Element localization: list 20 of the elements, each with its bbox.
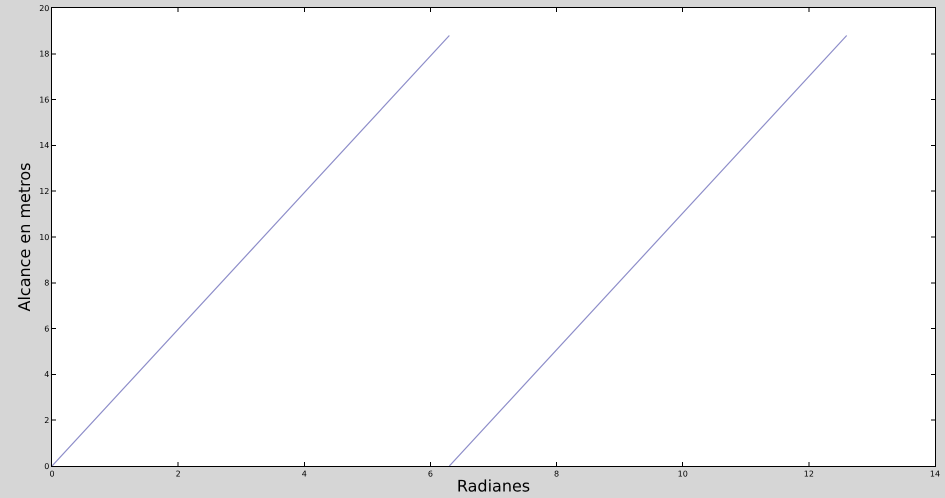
- x-tick-label: 2: [176, 470, 181, 479]
- y-tick-label: 6: [44, 324, 50, 334]
- x-tick-label: 4: [302, 470, 307, 479]
- y-tick-label: 2: [44, 416, 50, 425]
- y-tick-label: 20: [39, 4, 50, 13]
- x-tick-label: 14: [930, 470, 940, 479]
- y-axis-title: Alcance en metros: [15, 162, 34, 312]
- y-tick-label: 0: [44, 462, 50, 471]
- y-tick-label: 8: [44, 278, 50, 288]
- x-axis-title: Radianes: [456, 476, 530, 496]
- y-tick-label: 12: [39, 187, 50, 196]
- x-tick-label: 6: [428, 470, 433, 479]
- x-tick-label: 10: [678, 470, 688, 479]
- y-tick-label: 16: [39, 95, 50, 104]
- y-tick-label: 10: [39, 232, 50, 242]
- y-tick-label: 4: [44, 370, 50, 380]
- y-tick-label: 18: [39, 50, 50, 59]
- x-tick-label: 8: [554, 470, 560, 479]
- x-tick-label: 12: [804, 470, 814, 479]
- y-tick-label: 14: [39, 141, 50, 150]
